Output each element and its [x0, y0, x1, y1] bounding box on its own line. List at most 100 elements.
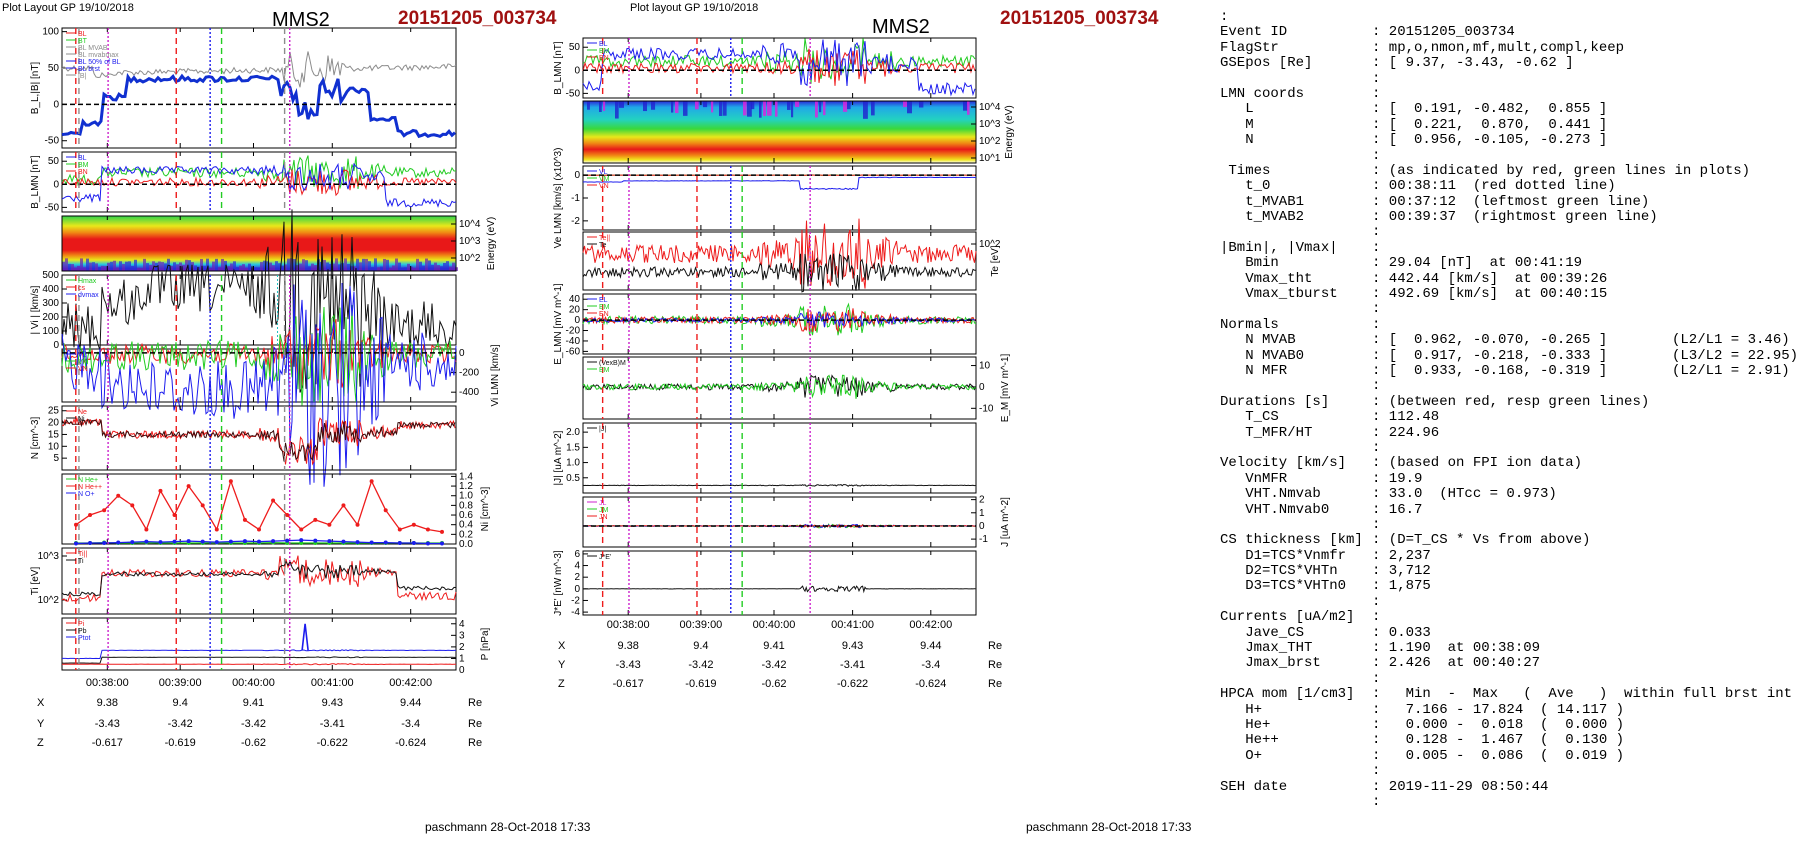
left-P-legend-label: Pb — [78, 628, 87, 635]
mid-E-y-tick-label: 40 — [569, 294, 581, 305]
summary-key: : — [1220, 9, 1229, 25]
left-P-y-label: P [nPa] — [480, 627, 491, 660]
left-ViLMN-legend-label: VL — [78, 352, 87, 359]
summary-row: N MVAB: [ 0.962, -0.070, -0.265 ] (L2/L1 … — [1220, 332, 1798, 349]
mid-E-y-tick-label: -20 — [566, 326, 581, 337]
left-ion-spectrogram-texture — [347, 263, 350, 271]
mid-orbit-row-label: Y — [558, 659, 566, 671]
summary-row: N MFR: [ 0.933, -0.168, -0.319 ] (L2/L1 =… — [1220, 363, 1798, 379]
mid-orbit-value: 9.43 — [842, 640, 863, 652]
summary-row: LMN coords: — [1220, 85, 1798, 102]
summary-key: L — [1220, 101, 1254, 118]
mid-electron-spectrogram-texture — [751, 101, 755, 110]
mid-orbit-value: 9.38 — [617, 640, 638, 652]
summary-key: VHT.Nmvab0 — [1220, 501, 1330, 518]
summary-value: : — [1372, 670, 1381, 687]
middle-spacecraft-label: MMS2 — [872, 16, 930, 38]
summary-row: : — [1220, 378, 1798, 395]
left-ion-spectrogram-texture — [425, 258, 428, 271]
mid-electron-spectrogram-texture — [795, 101, 800, 108]
left-ion-spectrogram-texture — [101, 265, 104, 271]
summary-value: : 7.166 - 17.824 ( 14.117 ) — [1372, 701, 1625, 718]
summary-key: t_MVAB2 — [1220, 209, 1305, 226]
mid-J-frame — [582, 422, 977, 494]
left-ion-spectrogram-texture — [95, 263, 98, 271]
middle-footer: paschmann 28-Oct-2018 17:33 — [1026, 820, 1192, 834]
left-ion-spectrogram-texture — [332, 263, 335, 271]
left-ion-spectrogram-texture — [176, 264, 179, 271]
mid-electron-spectrogram-texture — [767, 101, 772, 116]
mid-electron-spectrogram-texture — [743, 101, 747, 116]
summary-row: : — [1220, 148, 1798, 164]
left-BLMN-y-tick-label: -50 — [45, 202, 60, 213]
left-ion-spectrogram-texture — [188, 260, 191, 271]
left-P-spike — [301, 623, 309, 651]
summary-row: : — [1220, 593, 1798, 610]
left-orbit-value: -0.619 — [165, 737, 196, 749]
summary-value: : 33.0 (HTcc = 0.973) — [1372, 486, 1557, 503]
summary-value: : 0.033 — [1372, 624, 1431, 641]
summary-row: : — [1220, 794, 1798, 810]
left-B-legend-label: BL brst — [78, 66, 100, 73]
mid-electron-spectrogram-texture — [643, 101, 648, 112]
mid-orbit-unit: Re — [988, 678, 1002, 690]
left-P-legend-label: Pi — [78, 621, 85, 628]
summary-value: : [ 9.37, -3.43, -0.62 ] — [1372, 55, 1574, 72]
summary-value: : 1.190 at 00:38:09 — [1372, 640, 1541, 657]
left-N-legend-label: Ni — [78, 416, 85, 423]
mid-EM-y-label: E_M [mV m^-1] — [1000, 353, 1011, 422]
left-BLMN-legend-label: BM — [78, 162, 89, 169]
summary-value: : 2.426 at 00:40:27 — [1372, 655, 1541, 672]
left-Ti-legend-label: Ti — [78, 558, 84, 565]
left-ion-spectrogram-texture — [110, 261, 113, 271]
summary-value: : (between red, resp green lines) — [1372, 393, 1650, 410]
summary-key: He+ — [1220, 716, 1271, 733]
left-ion-spectrogram-texture — [137, 267, 140, 271]
left-ion-spectrogram-texture — [353, 266, 356, 271]
left-ion-spectrogram-texture — [143, 258, 146, 271]
left-Ni-point — [440, 529, 444, 534]
left-BLMN-series-BL — [61, 162, 457, 208]
summary-value: : [ 0.191, -0.482, 0.855 ] — [1372, 101, 1608, 118]
left-ion-spectrogram-texture — [206, 258, 209, 271]
summary-key: Vmax_tht — [1220, 270, 1313, 287]
left-orbit-value: 9.41 — [243, 697, 264, 709]
mid-JE-legend-label: J*E' — [599, 554, 611, 561]
summary-value: : — [1372, 593, 1381, 610]
left-ViLMN-legend-label: VN — [78, 366, 88, 373]
summary-value: : 1,875 — [1372, 578, 1431, 595]
summary-key: LMN coords — [1220, 85, 1305, 102]
left-P-y-tick-label: 3 — [459, 630, 465, 641]
mid-JLMN-frame — [582, 496, 977, 548]
summary-key: O+ — [1220, 747, 1263, 764]
left-ion-spectrogram-texture — [431, 264, 434, 271]
mid-orbit-unit: Re — [988, 640, 1002, 652]
summary-value: : — [1372, 316, 1381, 333]
mid-electron-spectrogram-y-tick-label: 10^3 — [979, 119, 1001, 130]
left-ion-spectrogram-texture — [221, 258, 224, 271]
mid-electron-spectrogram-texture — [863, 101, 868, 119]
mid-E-frame — [582, 293, 977, 355]
mid-orbit-value: 9.4 — [693, 640, 708, 652]
left-ion-spectrogram-texture — [119, 261, 122, 271]
left-N-legend-label: Ne — [78, 409, 87, 416]
summary-value: : 0.128 - 1.467 ( 0.130 ) — [1372, 732, 1625, 749]
summary-row: Jave_CS: 0.033 — [1220, 624, 1798, 641]
summary-value: : — [1372, 378, 1381, 395]
left-N-series-Ne — [61, 417, 456, 466]
left-Ni-frame — [61, 473, 457, 545]
summary-value: : — [1372, 224, 1381, 241]
mid-electron-spectrogram-texture — [787, 101, 791, 110]
summary-value: : 112.48 — [1372, 409, 1440, 426]
mid-Ve-legend-label: VN — [599, 183, 609, 190]
summary-row: t_MVAB1: 00:37:12 (leftmost green line) — [1220, 194, 1798, 210]
left-P-series-Pb — [61, 656, 456, 664]
mid-electron-spectrogram-texture — [963, 101, 968, 111]
mid-orbit-value: 9.44 — [920, 640, 941, 652]
summary-row: Currents [uA/m2]: — [1220, 609, 1798, 625]
left-ion-spectrogram-texture — [209, 267, 212, 271]
summary-value: : — [1372, 439, 1381, 456]
summary-key: N MVAB — [1220, 332, 1296, 349]
left-time-tick-label: 00:40:00 — [232, 677, 275, 689]
summary-value: : — [1372, 239, 1381, 256]
